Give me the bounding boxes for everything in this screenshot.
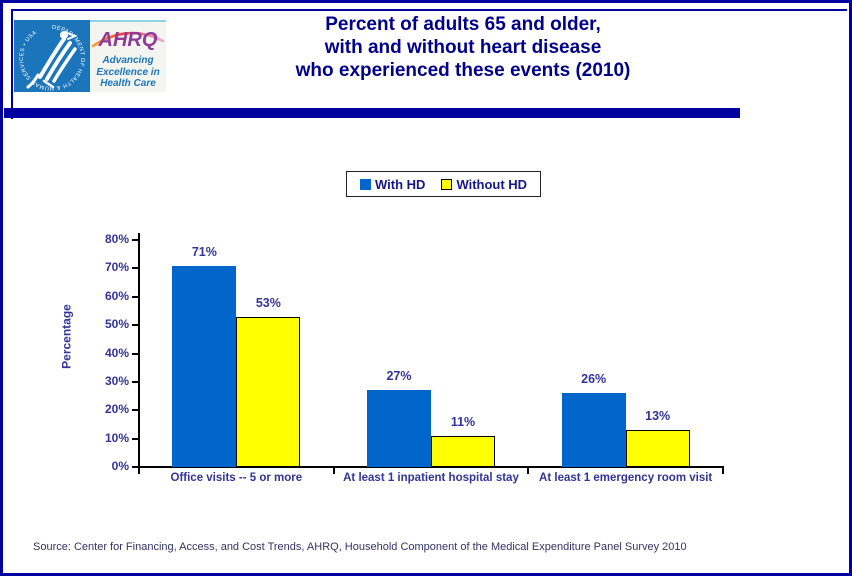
y-tick-label: 70% bbox=[104, 260, 129, 275]
x-axis-line bbox=[138, 466, 724, 468]
title-line-3: who experienced these events (2010) bbox=[295, 60, 631, 81]
category-label-1: At least 1 inpatient hospital stay bbox=[343, 472, 519, 484]
bar-without-hd-1 bbox=[431, 436, 495, 467]
bar-with-hd-0 bbox=[172, 266, 237, 467]
ahrq-tagline: Advancing Excellence in Health Care bbox=[90, 55, 166, 90]
y-tick-label: 10% bbox=[104, 430, 129, 445]
y-tick-mark bbox=[132, 380, 139, 383]
bar-with-hd-1 bbox=[367, 390, 431, 467]
ahrq-logo: AHRQ Advancing Excellence in Health Care bbox=[90, 20, 166, 92]
y-axis-line bbox=[138, 233, 140, 469]
y-tick-mark bbox=[132, 324, 139, 327]
y-tick-mark bbox=[132, 239, 139, 241]
bar-value-label: 26% bbox=[581, 372, 607, 386]
ahrq-tagline-line: Health Care bbox=[100, 78, 156, 89]
ahrq-tagline-line: Excellence in bbox=[96, 66, 160, 78]
category-label-2: At least 1 emergency room visit bbox=[539, 472, 713, 484]
page-title: Percent of adults 65 and older, with and… bbox=[173, 13, 753, 82]
bar-value-label: 53% bbox=[255, 296, 281, 310]
y-tick-mark bbox=[132, 437, 139, 440]
bar-without-hd-0 bbox=[236, 317, 301, 467]
bar-value-label: 11% bbox=[450, 415, 476, 429]
y-tick-mark bbox=[132, 267, 139, 270]
y-tick-mark bbox=[132, 409, 139, 412]
hhs-eagle-icon: DEPARTMENT OF HEALTH & HUMAN SERVICES • … bbox=[14, 20, 90, 92]
x-tick-mark bbox=[527, 466, 530, 474]
legend-entry-with-hd: With HD bbox=[360, 177, 425, 192]
inner-frame-top-line bbox=[11, 9, 847, 11]
y-tick-label: 30% bbox=[104, 373, 129, 388]
ahrq-wordmark: AHRQ bbox=[98, 29, 158, 51]
ahrq-tagline-line: Advancing bbox=[102, 55, 154, 66]
bar-value-label: 13% bbox=[645, 409, 671, 423]
legend-swatch-with-hd-icon bbox=[360, 178, 371, 190]
y-tick-label: 40% bbox=[104, 345, 129, 360]
y-tick-mark bbox=[132, 352, 139, 355]
chart-legend: With HD Without HD bbox=[346, 171, 542, 197]
hhs-logo: DEPARTMENT OF HEALTH & HUMAN SERVICES • … bbox=[14, 20, 90, 92]
bar-with-hd-2 bbox=[561, 393, 626, 467]
inner-frame-left-line bbox=[11, 9, 13, 119]
x-tick-mark bbox=[722, 466, 724, 474]
y-tick-mark bbox=[132, 295, 139, 298]
title-line-1: Percent of adults 65 and older, bbox=[325, 14, 601, 35]
legend-label-with-hd: With HD bbox=[375, 176, 426, 192]
bar-value-label: 27% bbox=[386, 369, 412, 383]
x-tick-mark bbox=[138, 466, 140, 474]
legend-entry-without-hd: Without HD bbox=[441, 177, 527, 192]
bar-chart: Percentage 0% 10% 20% 30% 40% 50% 60% 70% 80% 71%… bbox=[3, 3, 849, 573]
y-tick-label: 80% bbox=[104, 232, 129, 246]
header-divider-bar bbox=[4, 108, 740, 118]
bar-without-hd-2 bbox=[625, 430, 690, 467]
y-axis-title: Percentage bbox=[59, 304, 74, 369]
y-tick-label: 60% bbox=[104, 288, 129, 303]
x-tick-mark bbox=[332, 466, 335, 474]
y-tick-label: 0% bbox=[111, 459, 129, 473]
legend-swatch-without-hd-icon bbox=[441, 178, 453, 190]
y-tick-label: 50% bbox=[104, 317, 129, 332]
ahrq-rainbow-arc-icon bbox=[91, 31, 165, 48]
y-tick-label: 20% bbox=[104, 402, 129, 417]
category-label-0: Office visits -- 5 or more bbox=[170, 472, 303, 484]
source-note: Source: Center for Financing, Access, an… bbox=[33, 541, 687, 553]
y-tick-mark bbox=[132, 466, 139, 468]
bar-value-label: 71% bbox=[191, 245, 217, 259]
title-line-2: with and without heart disease bbox=[324, 37, 602, 58]
legend-label-without-hd: Without HD bbox=[456, 176, 528, 192]
